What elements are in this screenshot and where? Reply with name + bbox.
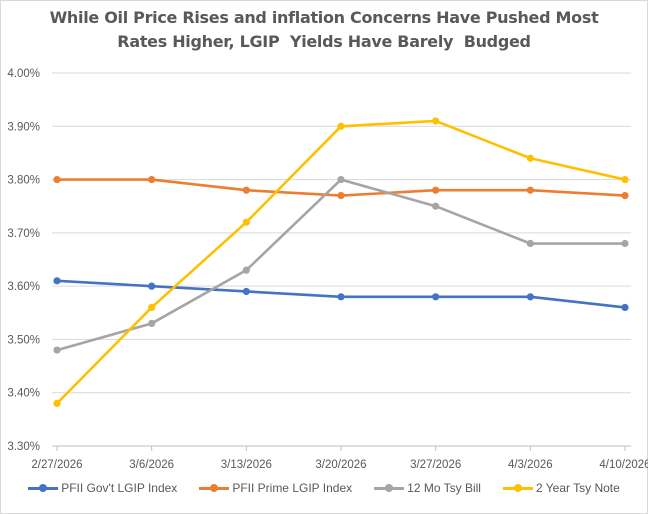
data-point (526, 239, 534, 248)
y-tick-label: 3.70% (7, 228, 40, 240)
x-axis-tick-labels: 2/27/2026 3/6/2026 3/13/2026 3/20/2026 3/27/… (31, 459, 648, 471)
x-tick-label: 4/10/2026 (599, 459, 648, 471)
legend-marker-icon (28, 483, 59, 493)
chart-title-line-1: While Oil Price Rises and inflation Conc… (49, 8, 599, 27)
series-12-mo-tsy-bill (53, 175, 629, 354)
legend-marker-icon (374, 483, 405, 493)
legend: PFII Gov't LGIP Index PFII Prime LGIP Ind… (0, 481, 648, 495)
data-point (53, 399, 61, 407)
data-point (242, 287, 250, 296)
data-point (621, 191, 629, 200)
y-tick-label: 3.60% (7, 281, 40, 293)
data-point (337, 191, 345, 200)
data-point (242, 218, 250, 226)
x-tick-label: 3/13/2026 (221, 459, 272, 471)
data-point (148, 319, 156, 328)
data-point (53, 277, 61, 285)
data-point (526, 293, 534, 301)
x-tick-label: 3/6/2026 (129, 459, 174, 471)
data-point (621, 303, 629, 312)
data-point (621, 239, 629, 248)
chart-title-line-2: Rates Higher, LGIP Yields Have Barely Bu… (117, 32, 531, 51)
legend-item: PFII Prime LGIP Index (199, 481, 352, 495)
y-tick-label: 3.40% (7, 388, 40, 400)
x-tick-label: 3/27/2026 (410, 459, 461, 471)
data-point (337, 175, 345, 184)
data-point (148, 303, 156, 312)
legend-marker-icon (502, 483, 533, 493)
data-point (242, 186, 250, 194)
series-pfii-gov-t-lgip-index (53, 277, 629, 312)
legend-item: PFII Gov't LGIP Index (28, 481, 177, 495)
series-line (56, 178, 625, 352)
x-tick-label: 2/27/2026 (31, 459, 82, 471)
data-point (432, 202, 440, 210)
x-tick-label: 3/20/2026 (315, 459, 366, 471)
series-line (56, 119, 626, 405)
data-point (337, 293, 345, 301)
series-2-year-tsy-note (53, 117, 629, 407)
y-axis-tick-labels: 3.30% 3.40% 3.50% 3.60% 3.70% 3.80% 3.90% 4.00% (7, 68, 40, 453)
data-point (526, 186, 534, 194)
data-point (432, 293, 440, 301)
legend-label: 2 Year Tsy Note (535, 481, 620, 495)
y-tick-label: 3.80% (7, 175, 40, 187)
data-point (621, 175, 629, 184)
y-tick-label: 3.30% (7, 441, 40, 453)
data-point (148, 282, 156, 290)
y-tick-label: 4.00% (7, 68, 40, 80)
series-pfii-prime-lgip-index (53, 175, 629, 200)
series-lines (53, 117, 629, 407)
x-tick-label: 4/3/2026 (508, 459, 553, 471)
y-tick-label: 3.50% (7, 334, 40, 346)
legend-item: 12 Mo Tsy Bill (374, 481, 481, 495)
data-point (242, 266, 250, 274)
data-point (53, 346, 61, 354)
data-point (337, 122, 345, 130)
data-point (432, 117, 440, 125)
data-point (432, 186, 440, 194)
legend-marker-icon (199, 483, 230, 493)
data-point (148, 175, 156, 184)
y-tick-label: 3.90% (7, 121, 40, 133)
legend-label: PFII Gov't LGIP Index (61, 481, 178, 495)
data-point (53, 175, 61, 184)
legend-label: PFII Prime LGIP Index (232, 481, 353, 495)
legend-label: 12 Mo Tsy Bill (407, 481, 481, 495)
data-point (526, 154, 534, 162)
legend-item: 2 Year Tsy Note (502, 481, 620, 495)
chart-title: While Oil Price Rises and inflation Conc… (0, 6, 648, 54)
